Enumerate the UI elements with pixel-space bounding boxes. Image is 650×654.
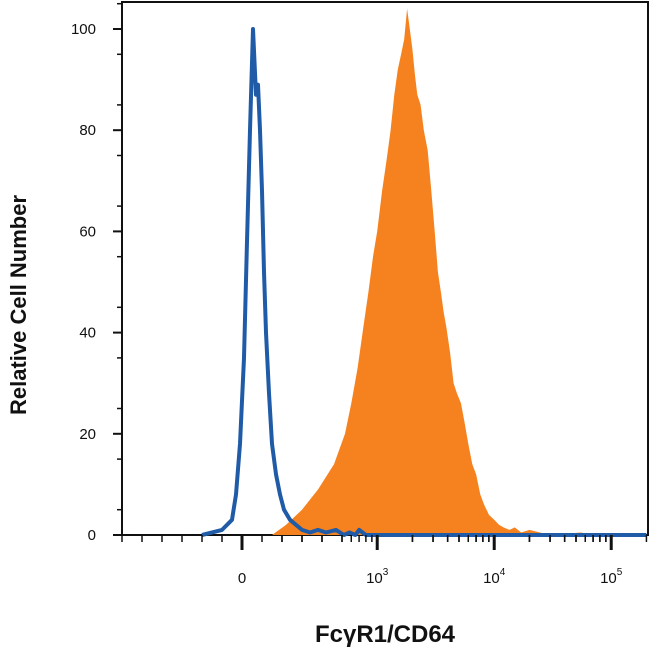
x-tick-label: 103 [366, 567, 389, 587]
y-tick-label: 40 [79, 325, 96, 342]
y-tick-label: 60 [79, 223, 96, 240]
x-axis: 0 103 104 105 [121, 535, 648, 587]
y-tick-label: 80 [79, 122, 96, 139]
x-tick-label: 104 [483, 567, 506, 587]
series-0-area [272, 8, 594, 536]
series-layer [201, 8, 647, 537]
y-axis: 0 20 40 60 80 100 [71, 2, 122, 544]
y-axis-title: Relative Cell Number [6, 195, 31, 416]
x-axis-title: FcγR1/CD64 [315, 621, 456, 648]
x-tick-label: 105 [600, 567, 623, 587]
x-tick-label: 0 [238, 570, 246, 587]
series-1-line [201, 27, 647, 537]
y-tick-label: 0 [88, 527, 96, 544]
y-tick-label: 100 [71, 21, 96, 38]
y-tick-label: 20 [79, 426, 96, 443]
